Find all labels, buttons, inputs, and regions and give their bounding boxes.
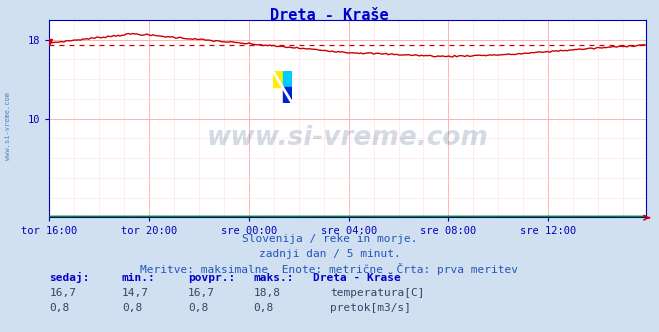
Text: www.si-vreme.com: www.si-vreme.com bbox=[5, 92, 11, 160]
Text: 0,8: 0,8 bbox=[254, 303, 274, 313]
Text: Dreta - Kraše: Dreta - Kraše bbox=[313, 273, 401, 283]
Text: maks.:: maks.: bbox=[254, 273, 294, 283]
Text: 16,7: 16,7 bbox=[49, 288, 76, 298]
Text: 0,8: 0,8 bbox=[49, 303, 70, 313]
Text: sedaj:: sedaj: bbox=[49, 272, 90, 283]
Text: zadnji dan / 5 minut.: zadnji dan / 5 minut. bbox=[258, 249, 401, 259]
Bar bbox=[273, 71, 283, 87]
Bar bbox=[283, 87, 292, 103]
Text: 0,8: 0,8 bbox=[122, 303, 142, 313]
Text: pretok[m3/s]: pretok[m3/s] bbox=[330, 303, 411, 313]
Bar bbox=[283, 71, 292, 87]
Text: www.si-vreme.com: www.si-vreme.com bbox=[207, 125, 488, 151]
Text: 18,8: 18,8 bbox=[254, 288, 281, 298]
Text: min.:: min.: bbox=[122, 273, 156, 283]
Text: 14,7: 14,7 bbox=[122, 288, 149, 298]
Text: Slovenija / reke in morje.: Slovenija / reke in morje. bbox=[242, 234, 417, 244]
Text: temperatura[C]: temperatura[C] bbox=[330, 288, 424, 298]
Text: 16,7: 16,7 bbox=[188, 288, 215, 298]
Text: Dreta - Kraše: Dreta - Kraše bbox=[270, 8, 389, 23]
Text: 0,8: 0,8 bbox=[188, 303, 208, 313]
Text: Meritve: maksimalne  Enote: metrične  Črta: prva meritev: Meritve: maksimalne Enote: metrične Črta… bbox=[140, 263, 519, 275]
Text: povpr.:: povpr.: bbox=[188, 273, 235, 283]
